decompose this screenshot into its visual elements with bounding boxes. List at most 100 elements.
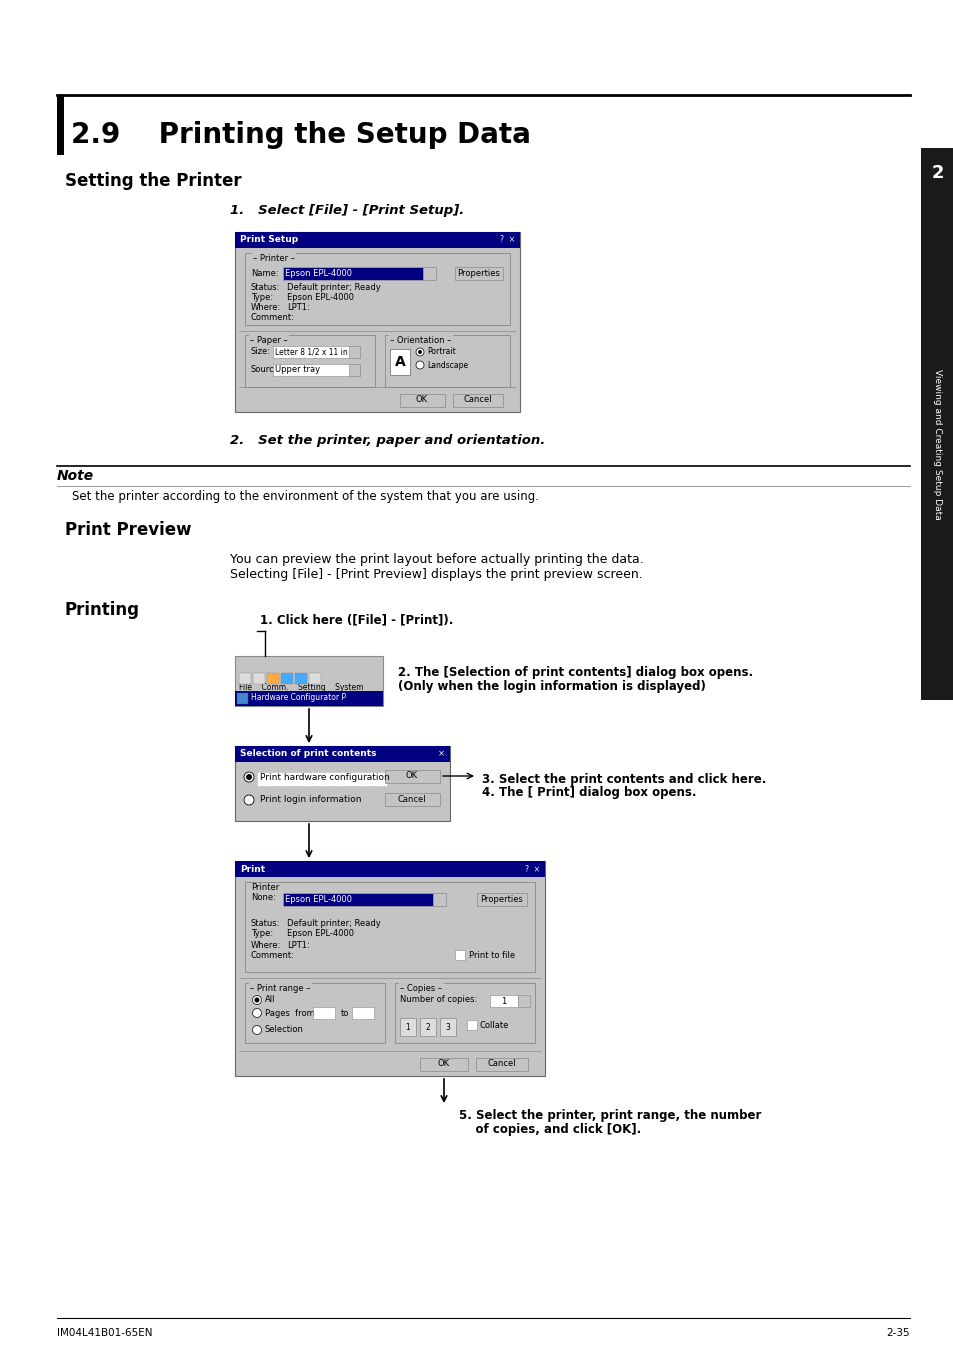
Text: Collate: Collate <box>479 1021 509 1030</box>
Text: to: to <box>340 1008 349 1018</box>
Circle shape <box>254 998 259 1003</box>
Bar <box>256 772 387 786</box>
Bar <box>245 983 385 1044</box>
Text: Epson EPL-4000: Epson EPL-4000 <box>285 895 352 903</box>
Bar <box>419 1018 436 1035</box>
Text: 4. The [ Print] dialog box opens.: 4. The [ Print] dialog box opens. <box>481 786 696 799</box>
Text: Upper tray: Upper tray <box>274 366 320 374</box>
Text: Status:: Status: <box>251 918 280 927</box>
Text: Number of copies:: Number of copies: <box>399 995 476 1004</box>
Text: Print Setup: Print Setup <box>240 235 297 244</box>
Bar <box>273 364 359 377</box>
Text: Properties: Properties <box>457 269 500 278</box>
Bar <box>234 747 450 821</box>
Circle shape <box>253 1008 261 1018</box>
Circle shape <box>253 995 261 1004</box>
Text: Print to file: Print to file <box>469 950 515 960</box>
Text: 3. Select the print contents and click here.: 3. Select the print contents and click h… <box>481 774 765 786</box>
Bar <box>455 267 502 279</box>
Text: 2.   Set the printer, paper and orientation.: 2. Set the printer, paper and orientatio… <box>230 433 545 447</box>
Circle shape <box>244 795 253 805</box>
Bar <box>385 792 439 806</box>
Text: Selection of print contents: Selection of print contents <box>240 749 376 759</box>
Bar <box>283 267 422 279</box>
Text: 2: 2 <box>930 163 943 182</box>
Text: Where:: Where: <box>251 941 281 949</box>
Text: – Copies –: – Copies – <box>399 984 441 994</box>
Text: LPT1:: LPT1: <box>287 941 310 949</box>
Bar <box>234 232 519 248</box>
Text: Epson EPL-4000: Epson EPL-4000 <box>287 930 354 938</box>
Circle shape <box>417 350 421 354</box>
Text: Print login information: Print login information <box>260 795 361 805</box>
Bar <box>399 394 444 406</box>
Text: ×: × <box>437 749 444 759</box>
Bar <box>385 769 439 783</box>
Text: 1.   Select [File] - [Print Setup].: 1. Select [File] - [Print Setup]. <box>230 204 464 217</box>
Bar <box>313 1007 335 1019</box>
Text: Viewing and Creating Setup Data: Viewing and Creating Setup Data <box>932 369 941 520</box>
Text: Where:: Where: <box>251 304 281 312</box>
Bar <box>253 674 265 684</box>
Bar <box>476 1058 527 1071</box>
Bar <box>422 267 436 279</box>
Bar <box>234 691 382 706</box>
Circle shape <box>246 774 252 780</box>
Text: Type:: Type: <box>251 293 273 302</box>
Text: Setting the Printer: Setting the Printer <box>65 171 241 190</box>
Bar <box>455 950 464 960</box>
Text: OK: OK <box>437 1060 450 1068</box>
Text: 5. Select the printer, print range, the number: 5. Select the printer, print range, the … <box>458 1108 760 1122</box>
Bar <box>439 1018 456 1035</box>
Circle shape <box>244 772 253 782</box>
Text: Landscape: Landscape <box>427 360 468 370</box>
Bar <box>234 232 519 412</box>
Text: Note: Note <box>57 468 94 483</box>
Bar <box>281 674 293 684</box>
Text: Default printer; Ready: Default printer; Ready <box>287 918 380 927</box>
Text: Hardware Configurator P: Hardware Configurator P <box>251 694 346 702</box>
Text: Comment:: Comment: <box>251 952 294 960</box>
Text: Properties: Properties <box>480 895 523 903</box>
Bar <box>283 892 433 906</box>
Circle shape <box>253 1026 261 1034</box>
Text: Set the printer according to the environment of the system that you are using.: Set the printer according to the environ… <box>71 490 538 504</box>
Text: Pages  from: Pages from <box>265 1008 314 1018</box>
Text: 2. The [Selection of print contents] dialog box opens.: 2. The [Selection of print contents] dia… <box>397 666 752 679</box>
Bar <box>352 1007 374 1019</box>
Bar <box>490 995 517 1007</box>
Text: 2-35: 2-35 <box>885 1328 909 1338</box>
Bar <box>467 1021 476 1030</box>
Bar <box>236 693 248 703</box>
Text: Size:: Size: <box>251 347 271 355</box>
Text: Name:: Name: <box>251 269 278 278</box>
Text: All: All <box>265 995 275 1004</box>
Text: ?  ×: ? × <box>499 235 515 244</box>
Text: Cancel: Cancel <box>487 1060 516 1068</box>
Bar <box>239 674 251 684</box>
Text: 1. Click here ([File] - [Print]).: 1. Click here ([File] - [Print]). <box>260 613 453 626</box>
Text: Printing: Printing <box>65 601 140 620</box>
Bar <box>920 148 953 701</box>
Bar <box>433 892 446 906</box>
Text: Selection: Selection <box>265 1026 304 1034</box>
Text: 1: 1 <box>501 996 506 1006</box>
Bar <box>419 1058 468 1071</box>
Text: None:: None: <box>251 894 275 903</box>
Text: ?  ×: ? × <box>524 864 539 873</box>
Bar <box>476 892 526 906</box>
Text: Epson EPL-4000: Epson EPL-4000 <box>287 293 354 302</box>
Bar <box>294 674 307 684</box>
Text: You can preview the print layout before actually printing the data.: You can preview the print layout before … <box>230 554 643 566</box>
Text: Default printer; Ready: Default printer; Ready <box>287 284 380 293</box>
Bar <box>395 983 535 1044</box>
Text: LPT1:: LPT1: <box>287 304 310 312</box>
Bar <box>349 346 359 358</box>
Text: – Printer –: – Printer – <box>253 254 294 263</box>
Text: Selecting [File] - [Print Preview] displays the print preview screen.: Selecting [File] - [Print Preview] displ… <box>230 568 642 580</box>
Text: Source:: Source: <box>251 364 282 374</box>
Text: Cancel: Cancel <box>463 396 492 405</box>
Circle shape <box>416 348 423 356</box>
Bar <box>517 995 530 1007</box>
Bar <box>267 674 278 684</box>
